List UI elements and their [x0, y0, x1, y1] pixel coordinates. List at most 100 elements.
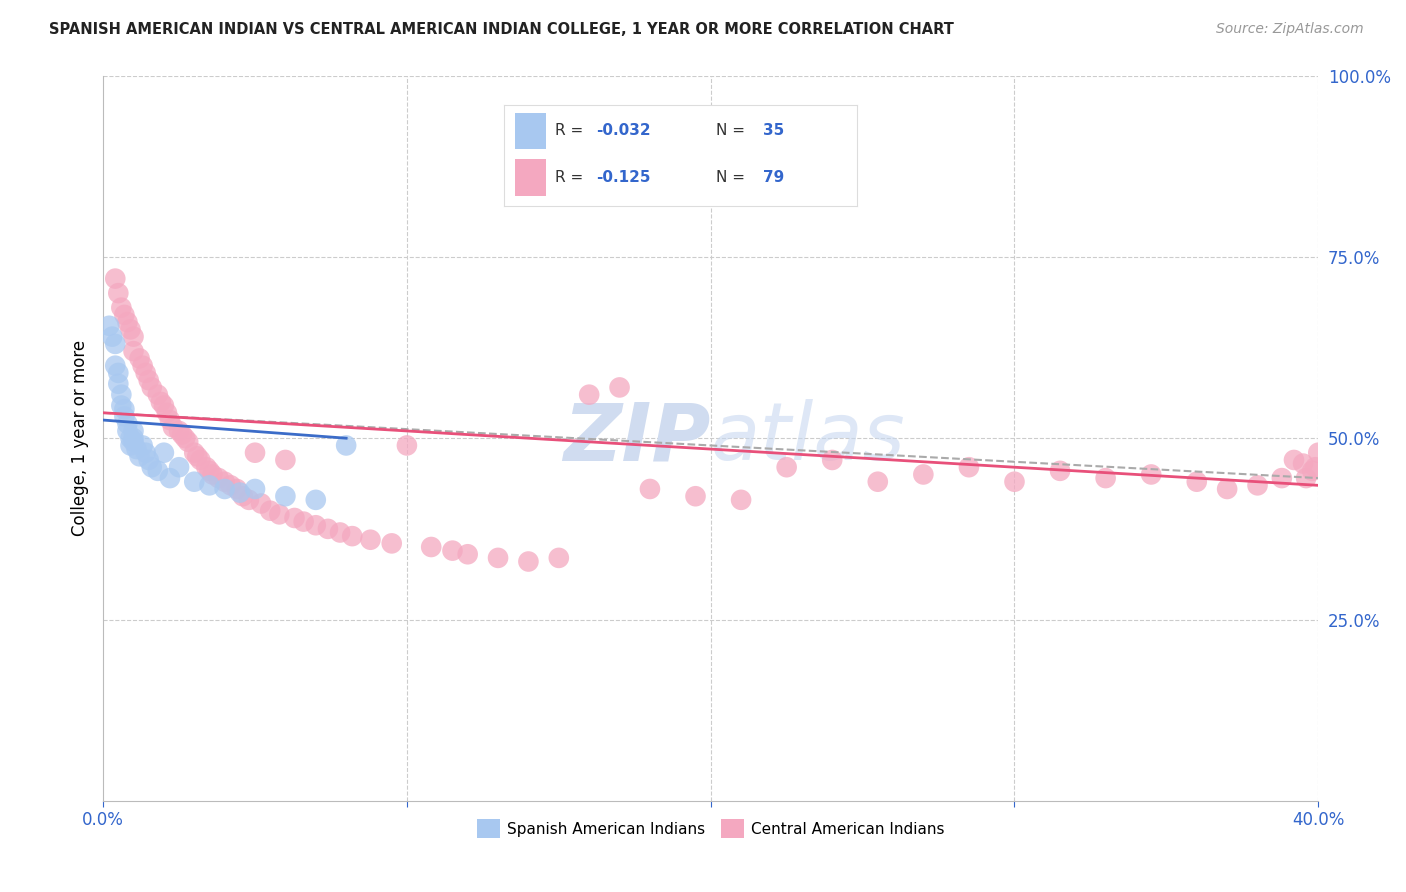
Point: [238, 492, 260, 507]
Point: [98, 318, 121, 333]
Text: atlas: atlas: [710, 400, 905, 477]
Point: [198, 464, 221, 478]
Point: [135, 446, 157, 460]
Point: [167, 460, 190, 475]
Point: [128, 450, 150, 464]
Point: [775, 460, 797, 475]
Point: [329, 525, 352, 540]
Point: [578, 387, 600, 401]
Point: [1295, 471, 1317, 485]
Point: [1140, 467, 1163, 482]
Point: [107, 376, 129, 391]
Point: [1303, 460, 1326, 475]
Point: [112, 402, 135, 417]
Point: [232, 489, 254, 503]
Text: ZIP: ZIP: [564, 400, 710, 477]
Point: [138, 373, 160, 387]
Point: [1282, 453, 1305, 467]
Point: [395, 438, 418, 452]
Point: [104, 271, 127, 285]
Point: [1271, 471, 1294, 485]
Point: [225, 482, 247, 496]
Point: [1301, 464, 1323, 478]
Point: [120, 438, 142, 452]
Point: [195, 460, 218, 475]
Point: [156, 406, 179, 420]
Point: [219, 478, 242, 492]
Point: [188, 453, 211, 467]
Point: [1094, 471, 1116, 485]
Point: [1292, 457, 1315, 471]
Point: [1004, 475, 1026, 489]
Point: [1308, 446, 1330, 460]
Point: [153, 399, 176, 413]
Point: [149, 395, 172, 409]
Point: [359, 533, 381, 547]
Point: [125, 442, 148, 456]
Point: [177, 434, 200, 449]
Point: [162, 420, 184, 434]
Legend: Spanish American Indians, Central American Indians: Spanish American Indians, Central Americ…: [471, 814, 950, 844]
Point: [243, 446, 266, 460]
Point: [117, 417, 139, 431]
Point: [250, 496, 273, 510]
Point: [122, 329, 145, 343]
Point: [316, 522, 339, 536]
Point: [381, 536, 404, 550]
Point: [685, 489, 707, 503]
Point: [146, 464, 169, 478]
Point: [122, 431, 145, 445]
Point: [1216, 482, 1239, 496]
Point: [120, 322, 142, 336]
Y-axis label: College, 1 year or more: College, 1 year or more: [72, 340, 89, 536]
Point: [167, 424, 190, 438]
Point: [107, 366, 129, 380]
Point: [420, 540, 443, 554]
Point: [135, 366, 157, 380]
Point: [183, 446, 205, 460]
Point: [342, 529, 364, 543]
Point: [110, 301, 132, 315]
Point: [486, 550, 509, 565]
Point: [821, 453, 844, 467]
Point: [146, 387, 169, 401]
Point: [131, 359, 153, 373]
Point: [269, 508, 291, 522]
Point: [214, 475, 236, 489]
Point: [174, 431, 197, 445]
Point: [117, 315, 139, 329]
Point: [274, 453, 297, 467]
Point: [259, 504, 281, 518]
Point: [457, 547, 479, 561]
Point: [283, 511, 305, 525]
Point: [159, 413, 181, 427]
Point: [117, 424, 139, 438]
Point: [122, 344, 145, 359]
Point: [866, 475, 889, 489]
Text: Source: ZipAtlas.com: Source: ZipAtlas.com: [1216, 22, 1364, 37]
Point: [104, 337, 127, 351]
Point: [1185, 475, 1208, 489]
Point: [110, 399, 132, 413]
Point: [172, 427, 194, 442]
Point: [122, 424, 145, 438]
Point: [107, 286, 129, 301]
Point: [122, 434, 145, 449]
Point: [183, 475, 205, 489]
Point: [517, 554, 540, 568]
Point: [292, 515, 315, 529]
Point: [186, 450, 208, 464]
Text: SPANISH AMERICAN INDIAN VS CENTRAL AMERICAN INDIAN COLLEGE, 1 YEAR OR MORE CORRE: SPANISH AMERICAN INDIAN VS CENTRAL AMERI…: [49, 22, 955, 37]
Point: [112, 409, 135, 424]
Point: [609, 380, 631, 394]
Point: [141, 380, 163, 394]
Point: [128, 351, 150, 366]
Point: [112, 308, 135, 322]
Point: [214, 482, 236, 496]
Point: [305, 518, 328, 533]
Point: [131, 438, 153, 452]
Point: [335, 438, 357, 452]
Point: [229, 485, 252, 500]
Point: [159, 471, 181, 485]
Point: [201, 467, 224, 482]
